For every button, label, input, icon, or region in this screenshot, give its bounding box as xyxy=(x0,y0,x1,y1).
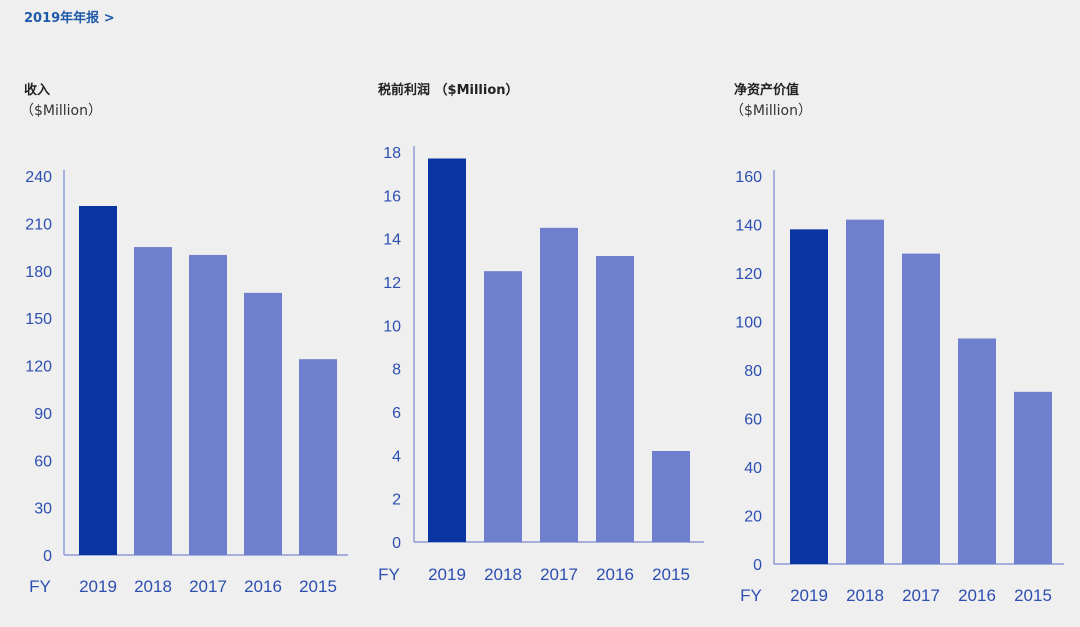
net-asset-bar-2018 xyxy=(846,219,884,564)
net-asset-ytick-label: 40 xyxy=(744,460,762,477)
net-asset-ytick-label: 80 xyxy=(744,363,762,380)
revenue-bar-2017 xyxy=(189,254,227,556)
net-asset-bar-2016 xyxy=(958,338,996,564)
revenue-ytick-label: 180 xyxy=(25,264,52,281)
revenue-bar-2016 xyxy=(244,292,282,555)
net-asset-chart-unit: （$Million） xyxy=(730,103,812,119)
pretax-profit-ytick-label: 0 xyxy=(392,535,401,552)
revenue-xtick-label: 2019 xyxy=(79,577,117,596)
revenue-bar-2015 xyxy=(299,359,337,555)
revenue-bar-2019 xyxy=(79,206,117,556)
revenue-ytick-label: 0 xyxy=(43,548,52,565)
pretax-profit-xtick-label: 2019 xyxy=(428,565,466,584)
net-asset-ytick-label: 60 xyxy=(744,412,762,429)
revenue-ytick-label: 30 xyxy=(34,501,52,518)
revenue-ytick-label: 150 xyxy=(25,311,52,328)
revenue-chart-unit: （$Million） xyxy=(20,103,102,119)
net-asset-xtick-label: 2016 xyxy=(958,586,996,605)
revenue-ytick-label: 90 xyxy=(34,406,52,423)
net-asset-ytick-label: 120 xyxy=(735,266,762,283)
net-asset-ytick-label: 100 xyxy=(735,315,762,332)
pretax-profit-ytick-label: 16 xyxy=(383,188,401,205)
pretax-profit-ytick-label: 10 xyxy=(383,318,401,335)
net-asset-bar-2017 xyxy=(902,253,940,564)
pretax-profit-bar-2016 xyxy=(596,256,634,542)
pretax-profit-ytick-label: 6 xyxy=(392,405,401,422)
pretax-profit-xtick-label: 2017 xyxy=(540,565,578,584)
revenue-xtick-label: 2018 xyxy=(134,577,172,596)
net-asset-ytick-label: 160 xyxy=(735,169,762,186)
net-asset-xtick-label: 2019 xyxy=(790,586,828,605)
pretax-profit-xtick-label: 2016 xyxy=(596,565,634,584)
net-asset-fy-label: FY xyxy=(740,586,762,605)
pretax-profit-bar-2018 xyxy=(484,271,522,542)
revenue-xtick-label: 2016 xyxy=(244,577,282,596)
revenue-bar-2018 xyxy=(134,247,172,555)
pretax-profit-bar-2019 xyxy=(428,158,466,542)
revenue-xtick-label: 2015 xyxy=(299,577,337,596)
annual-report-link[interactable]: 2019年年报 > xyxy=(24,11,115,26)
pretax-profit-ytick-label: 8 xyxy=(392,362,401,379)
revenue-chart-title: 收入 xyxy=(24,83,51,98)
pretax-profit-xtick-label: 2018 xyxy=(484,565,522,584)
pretax-profit-fy-label: FY xyxy=(378,565,400,584)
net-asset-ytick-label: 20 xyxy=(744,509,762,526)
net-asset-ytick-label: 0 xyxy=(753,557,762,574)
net-asset-bar-2015 xyxy=(1014,391,1052,564)
pretax-profit-ytick-label: 2 xyxy=(392,492,401,509)
revenue-ytick-label: 120 xyxy=(25,359,52,376)
net-asset-xtick-label: 2018 xyxy=(846,586,884,605)
pretax-profit-bar-2015 xyxy=(652,451,690,542)
revenue-xtick-label: 2017 xyxy=(189,577,227,596)
revenue-ytick-label: 60 xyxy=(34,453,52,470)
net-asset-xtick-label: 2015 xyxy=(1014,586,1052,605)
revenue-ytick-label: 210 xyxy=(25,216,52,233)
pretax-profit-xtick-label: 2015 xyxy=(652,565,690,584)
pretax-profit-ytick-label: 4 xyxy=(392,448,401,465)
net-asset-bar-2019 xyxy=(790,229,828,564)
pretax-profit-ytick-label: 12 xyxy=(383,275,401,292)
revenue-ytick-label: 240 xyxy=(25,169,52,186)
revenue-fy-label: FY xyxy=(29,577,51,596)
net-asset-xtick-label: 2017 xyxy=(902,586,940,605)
net-asset-chart-title: 净资产价值 xyxy=(734,83,800,98)
net-asset-ytick-label: 140 xyxy=(735,218,762,235)
pretax-profit-ytick-label: 14 xyxy=(383,232,401,249)
pretax-profit-bar-2017 xyxy=(540,227,578,543)
pretax-profit-ytick-label: 18 xyxy=(383,145,401,162)
pretax-profit-chart-title: 税前利润 （$Million） xyxy=(378,83,519,98)
